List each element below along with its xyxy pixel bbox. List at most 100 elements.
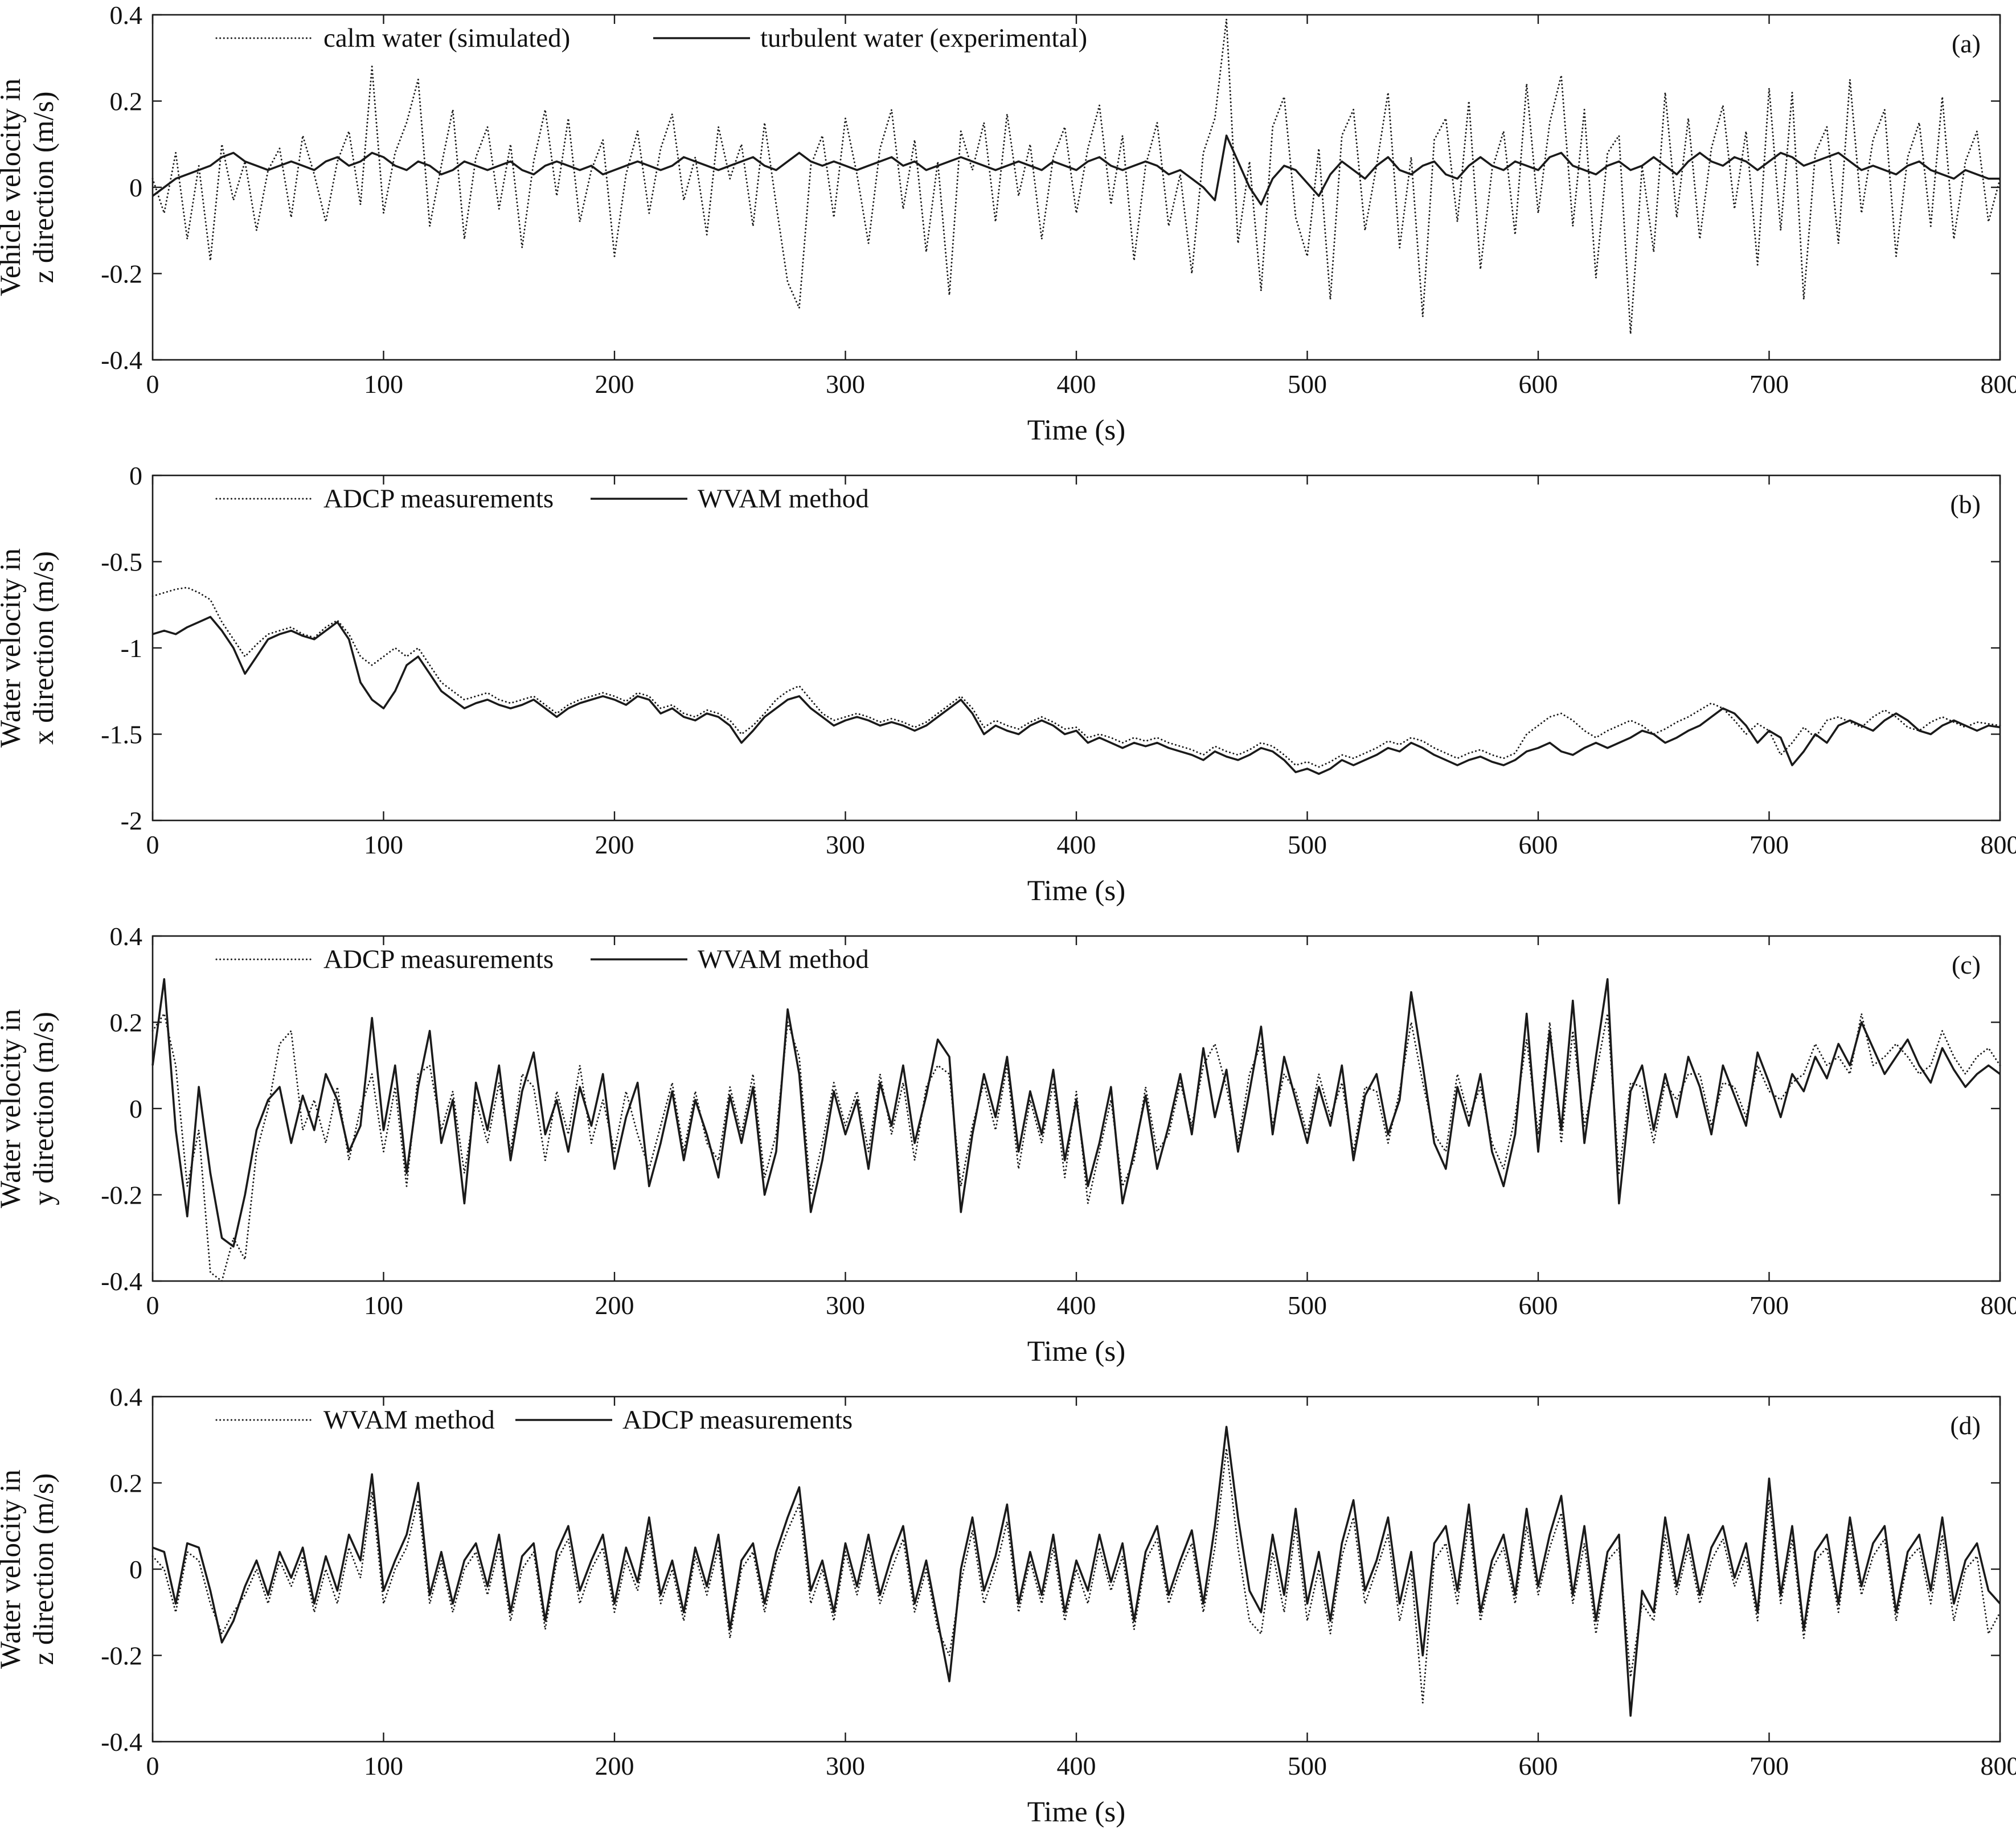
x-tick-label: 800 xyxy=(1981,1751,2016,1780)
x-tick-label: 400 xyxy=(1057,370,1096,399)
legend: calm water (simulated) turbulent water (e… xyxy=(215,23,1087,53)
y-tick-label: -0.4 xyxy=(101,1267,142,1296)
x-tick-label: 200 xyxy=(595,370,634,399)
legend-label: WVAM method xyxy=(698,484,869,514)
x-tick-label: 400 xyxy=(1057,1751,1096,1780)
axes: 0 100 200 300 400 500 600 700 800 -0.4 -0.2 0 0.2 0.4 xyxy=(101,1382,2016,1780)
x-tick-label: 100 xyxy=(364,370,403,399)
x-tick-label: 0 xyxy=(146,370,159,399)
series-wvam-method xyxy=(151,1447,2001,1704)
y-axis-label: Water velocity inz direction (m/s) xyxy=(0,1470,60,1669)
x-tick-label: 600 xyxy=(1519,830,1558,859)
x-tick-label: 600 xyxy=(1519,370,1558,399)
x-tick-label: 300 xyxy=(826,1751,865,1780)
panel-letter: (d) xyxy=(1950,1411,1981,1440)
legend-label: ADCP measurements xyxy=(323,484,554,514)
x-tick-label: 700 xyxy=(1749,1291,1789,1320)
y-tick-label: 0 xyxy=(129,173,142,202)
legend: ADCP measurements WVAM method xyxy=(215,484,869,514)
legend-label: WVAM method xyxy=(323,1405,495,1435)
x-tick-label: 300 xyxy=(826,830,865,859)
axes: 0 100 200 300 400 500 600 700 800 -0.4 -0.2 0 0.2 0.4 xyxy=(101,922,2016,1320)
axes: 0 100 200 300 400 500 600 700 800 -0.4 -0.2 0 0.2 0.4 xyxy=(101,1,2016,399)
legend-label: ADCP measurements xyxy=(323,945,554,974)
x-tick-label: 300 xyxy=(826,370,865,399)
x-tick-label: 200 xyxy=(595,1291,634,1320)
x-tick-label: 0 xyxy=(146,1291,159,1320)
series-calm-water-simulated- xyxy=(151,18,2001,335)
x-tick-label: 600 xyxy=(1519,1291,1558,1320)
y-axis-label: Water velocity iny direction (m/s) xyxy=(0,1009,60,1208)
y-tick-label: -0.4 xyxy=(101,1727,142,1756)
series-group xyxy=(151,586,2001,775)
y-tick-label: 0.4 xyxy=(110,1382,143,1411)
x-tick-label: 500 xyxy=(1288,830,1327,859)
panel-letter: (a) xyxy=(1952,29,1981,58)
y-tick-label: 0.4 xyxy=(110,922,143,951)
x-tick-label: 100 xyxy=(364,1751,403,1780)
x-tick-label: 500 xyxy=(1288,1751,1327,1780)
x-tick-label: 0 xyxy=(146,830,159,859)
panel-d-water-velocity-z-chart: 0 100 200 300 400 500 600 700 800 -0.4 -0.2 0 0.2 0.4… xyxy=(0,1382,2016,1828)
plot-box xyxy=(151,1395,2001,1743)
y-tick-label: 0.2 xyxy=(110,87,143,116)
x-tick-label: 500 xyxy=(1288,1291,1327,1320)
y-tick-label: 0.2 xyxy=(110,1469,143,1498)
x-tick-label: 100 xyxy=(364,830,403,859)
legend-label: turbulent water (experimental) xyxy=(760,23,1087,53)
x-tick-label: 0 xyxy=(146,1751,159,1780)
x-tick-label: 700 xyxy=(1749,830,1789,859)
y-tick-label: 0.4 xyxy=(110,1,143,30)
x-tick-label: 400 xyxy=(1057,830,1096,859)
panel-letter: (b) xyxy=(1950,490,1981,519)
y-tick-label: 0.2 xyxy=(110,1008,143,1037)
series-group xyxy=(151,1426,2001,1717)
legend-label: WVAM method xyxy=(698,945,869,974)
y-tick-label: -0.2 xyxy=(101,260,142,289)
legend-label: calm water (simulated) xyxy=(323,23,570,53)
series-adcp-measurements xyxy=(152,1426,2001,1717)
panel-letter: (c) xyxy=(1952,950,1981,979)
y-tick-label: -1.5 xyxy=(101,720,142,749)
y-tick-label: -2 xyxy=(121,806,142,835)
x-tick-label: 200 xyxy=(595,830,634,859)
panel-b-water-velocity-x-chart: 0 100 200 300 400 500 600 700 800 -2 -1.5 -1 -0.5 0 Wa… xyxy=(0,461,2016,907)
y-tick-label: -0.2 xyxy=(101,1181,142,1210)
x-axis-label: Time (s) xyxy=(1027,1796,1125,1828)
series-wvam-method xyxy=(152,615,2001,775)
plot-box xyxy=(151,14,2001,361)
series-adcp-measurements xyxy=(151,1012,2001,1282)
x-tick-label: 500 xyxy=(1288,370,1327,399)
x-axis-label: Time (s) xyxy=(1027,1336,1125,1368)
y-tick-label: -0.5 xyxy=(101,548,142,577)
x-tick-label: 100 xyxy=(364,1291,403,1320)
x-tick-label: 700 xyxy=(1749,1751,1789,1780)
x-tick-label: 800 xyxy=(1981,1291,2016,1320)
y-tick-label: 0 xyxy=(129,1555,142,1584)
x-tick-label: 600 xyxy=(1519,1751,1558,1780)
x-axis-label: Time (s) xyxy=(1027,414,1125,446)
panel-a-vehicle-velocity-z-chart: 0 100 200 300 400 500 600 700 800 -0.4 -0.2 0 0.2 0.4… xyxy=(0,1,2016,446)
series-group xyxy=(151,18,2001,335)
x-tick-label: 400 xyxy=(1057,1291,1096,1320)
x-tick-label: 800 xyxy=(1981,370,2016,399)
series-adcp-measurements xyxy=(151,586,2001,768)
axes: 0 100 200 300 400 500 600 700 800 -2 -1.5 -1 -0.5 0 xyxy=(101,461,2016,859)
y-tick-label: 0 xyxy=(129,1094,142,1123)
series-group xyxy=(151,978,2001,1282)
plot-box xyxy=(151,474,2001,822)
x-axis-label: Time (s) xyxy=(1027,875,1125,907)
x-tick-label: 200 xyxy=(595,1751,634,1780)
panel-c-water-velocity-y-chart: 0 100 200 300 400 500 600 700 800 -0.4 -0.2 0 0.2 0.4… xyxy=(0,922,2016,1368)
legend-label: ADCP measurements xyxy=(622,1405,853,1435)
y-tick-label: -0.2 xyxy=(101,1641,142,1670)
y-tick-label: 0 xyxy=(129,461,142,490)
legend: WVAM method ADCP measurements xyxy=(215,1405,853,1435)
y-tick-label: -1 xyxy=(121,634,142,663)
x-tick-label: 300 xyxy=(826,1291,865,1320)
plot-box xyxy=(151,935,2001,1282)
y-axis-label: Water velocity inx direction (m/s) xyxy=(0,548,60,748)
y-axis-label: Vehicle velocity inz direction (m/s) xyxy=(0,79,60,296)
legend: ADCP measurements WVAM method xyxy=(215,945,869,974)
